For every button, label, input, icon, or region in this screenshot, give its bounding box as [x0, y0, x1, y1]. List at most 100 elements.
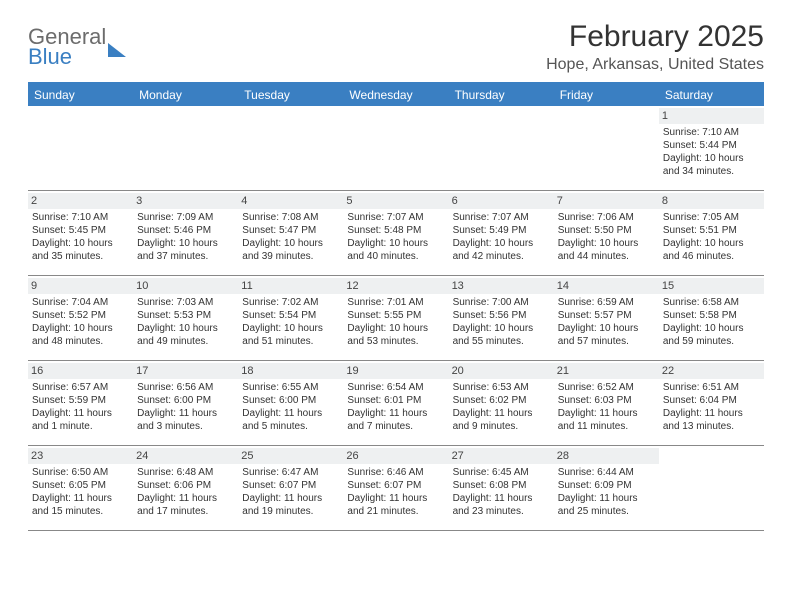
- weekday-header-row: Sunday Monday Tuesday Wednesday Thursday…: [28, 84, 764, 106]
- day-sunset: Sunset: 5:59 PM: [32, 394, 129, 407]
- day-number: 10: [133, 278, 238, 294]
- day-daylight: Daylight: 10 hours and 57 minutes.: [558, 322, 655, 348]
- weekday-header: Monday: [133, 84, 238, 106]
- day-info: Sunrise: 7:10 AMSunset: 5:44 PMDaylight:…: [663, 126, 760, 178]
- day-sunrise: Sunrise: 7:05 AM: [663, 211, 760, 224]
- calendar-day-cell: 5Sunrise: 7:07 AMSunset: 5:48 PMDaylight…: [343, 191, 448, 275]
- day-number: 15: [659, 278, 764, 294]
- day-sunrise: Sunrise: 6:44 AM: [558, 466, 655, 479]
- day-sunset: Sunset: 6:08 PM: [453, 479, 550, 492]
- day-number: 19: [343, 363, 448, 379]
- calendar-day-cell: 13Sunrise: 7:00 AMSunset: 5:56 PMDayligh…: [449, 276, 554, 360]
- day-info: Sunrise: 7:01 AMSunset: 5:55 PMDaylight:…: [347, 296, 444, 348]
- day-number: 13: [449, 278, 554, 294]
- calendar-day-cell: 8Sunrise: 7:05 AMSunset: 5:51 PMDaylight…: [659, 191, 764, 275]
- day-sunrise: Sunrise: 7:07 AM: [453, 211, 550, 224]
- day-sunrise: Sunrise: 6:48 AM: [137, 466, 234, 479]
- calendar-day-cell: 1 Sunrise: 7:10 AMSunset: 5:44 PMDaylight…: [659, 106, 764, 190]
- day-number: 24: [133, 448, 238, 464]
- day-sunrise: Sunrise: 7:09 AM: [137, 211, 234, 224]
- calendar-day-cell: [133, 106, 238, 190]
- calendar-day-cell: [238, 106, 343, 190]
- day-number: 26: [343, 448, 448, 464]
- calendar-day-cell: 19Sunrise: 6:54 AMSunset: 6:01 PMDayligh…: [343, 361, 448, 445]
- day-info: Sunrise: 7:07 AMSunset: 5:48 PMDaylight:…: [347, 211, 444, 263]
- day-sunset: Sunset: 5:52 PM: [32, 309, 129, 322]
- day-info: Sunrise: 6:59 AMSunset: 5:57 PMDaylight:…: [558, 296, 655, 348]
- day-sunset: Sunset: 6:01 PM: [347, 394, 444, 407]
- calendar-week-row: 16Sunrise: 6:57 AMSunset: 5:59 PMDayligh…: [28, 361, 764, 446]
- day-sunset: Sunset: 5:49 PM: [453, 224, 550, 237]
- day-daylight: Daylight: 11 hours and 5 minutes.: [242, 407, 339, 433]
- day-sunset: Sunset: 6:04 PM: [663, 394, 760, 407]
- day-sunrise: Sunrise: 6:46 AM: [347, 466, 444, 479]
- day-sunrise: Sunrise: 7:06 AM: [558, 211, 655, 224]
- brand-text: General Blue: [28, 26, 106, 68]
- day-info: Sunrise: 6:58 AMSunset: 5:58 PMDaylight:…: [663, 296, 760, 348]
- day-info: Sunrise: 7:10 AMSunset: 5:45 PMDaylight:…: [32, 211, 129, 263]
- weekday-header: Wednesday: [343, 84, 448, 106]
- weekday-header: Friday: [554, 84, 659, 106]
- day-sunrise: Sunrise: 6:52 AM: [558, 381, 655, 394]
- day-sunset: Sunset: 5:45 PM: [32, 224, 129, 237]
- calendar-day-cell: 15 Sunrise: 6:58 AMSunset: 5:58 PMDayligh…: [659, 276, 764, 360]
- calendar-week-row: 23Sunrise: 6:50 AMSunset: 6:05 PMDayligh…: [28, 446, 764, 531]
- day-daylight: Daylight: 10 hours and 48 minutes.: [32, 322, 129, 348]
- day-info: Sunrise: 7:05 AMSunset: 5:51 PMDaylight:…: [663, 211, 760, 263]
- day-daylight: Daylight: 10 hours and 46 minutes.: [663, 237, 760, 263]
- day-number: 27: [449, 448, 554, 464]
- day-sunset: Sunset: 5:48 PM: [347, 224, 444, 237]
- day-sunset: Sunset: 6:07 PM: [347, 479, 444, 492]
- day-number: 9: [28, 278, 133, 294]
- day-daylight: Daylight: 11 hours and 17 minutes.: [137, 492, 234, 518]
- calendar-day-cell: 27Sunrise: 6:45 AMSunset: 6:08 PMDayligh…: [449, 446, 554, 530]
- day-sunset: Sunset: 6:03 PM: [558, 394, 655, 407]
- day-daylight: Daylight: 11 hours and 7 minutes.: [347, 407, 444, 433]
- day-info: Sunrise: 7:02 AMSunset: 5:54 PMDaylight:…: [242, 296, 339, 348]
- calendar-day-cell: 3Sunrise: 7:09 AMSunset: 5:46 PMDaylight…: [133, 191, 238, 275]
- day-daylight: Daylight: 10 hours and 39 minutes.: [242, 237, 339, 263]
- calendar-day-cell: 10 Sunrise: 7:03 AMSunset: 5:53 PMDayligh…: [133, 276, 238, 360]
- calendar-day-cell: 14Sunrise: 6:59 AMSunset: 5:57 PMDayligh…: [554, 276, 659, 360]
- day-number: 7: [554, 193, 659, 209]
- day-daylight: Daylight: 10 hours and 59 minutes.: [663, 322, 760, 348]
- calendar-day-cell: 16Sunrise: 6:57 AMSunset: 5:59 PMDayligh…: [28, 361, 133, 445]
- day-info: Sunrise: 6:52 AMSunset: 6:03 PMDaylight:…: [558, 381, 655, 433]
- day-sunrise: Sunrise: 6:45 AM: [453, 466, 550, 479]
- day-sunset: Sunset: 5:51 PM: [663, 224, 760, 237]
- day-number: 6: [449, 193, 554, 209]
- day-number: 17: [133, 363, 238, 379]
- day-number: 22: [659, 363, 764, 379]
- calendar-day-cell: 2Sunrise: 7:10 AMSunset: 5:45 PMDaylight…: [28, 191, 133, 275]
- calendar-day-cell: 6 Sunrise: 7:07 AMSunset: 5:49 PMDaylight…: [449, 191, 554, 275]
- day-sunset: Sunset: 6:06 PM: [137, 479, 234, 492]
- day-daylight: Daylight: 11 hours and 13 minutes.: [663, 407, 760, 433]
- calendar-day-cell: 9Sunrise: 7:04 AMSunset: 5:52 PMDaylight…: [28, 276, 133, 360]
- weekday-header: Tuesday: [238, 84, 343, 106]
- day-daylight: Daylight: 11 hours and 19 minutes.: [242, 492, 339, 518]
- day-number: 21: [554, 363, 659, 379]
- location-subtitle: Hope, Arkansas, United States: [546, 56, 764, 74]
- calendar-week-row: 1 Sunrise: 7:10 AMSunset: 5:44 PMDaylight…: [28, 106, 764, 191]
- day-sunset: Sunset: 5:53 PM: [137, 309, 234, 322]
- day-info: Sunrise: 6:50 AMSunset: 6:05 PMDaylight:…: [32, 466, 129, 518]
- day-info: Sunrise: 6:47 AMSunset: 6:07 PMDaylight:…: [242, 466, 339, 518]
- calendar-page: General Blue February 2025 Hope, Arkansa…: [0, 0, 792, 551]
- day-sunset: Sunset: 5:54 PM: [242, 309, 339, 322]
- day-daylight: Daylight: 10 hours and 42 minutes.: [453, 237, 550, 263]
- day-number: 18: [238, 363, 343, 379]
- day-sunrise: Sunrise: 7:07 AM: [347, 211, 444, 224]
- day-daylight: Daylight: 10 hours and 37 minutes.: [137, 237, 234, 263]
- day-number: 1: [659, 108, 764, 124]
- calendar-day-cell: [659, 446, 764, 530]
- day-sunset: Sunset: 5:58 PM: [663, 309, 760, 322]
- month-title: February 2025: [546, 20, 764, 54]
- day-number: 20: [449, 363, 554, 379]
- day-sunset: Sunset: 6:09 PM: [558, 479, 655, 492]
- day-info: Sunrise: 7:03 AMSunset: 5:53 PMDaylight:…: [137, 296, 234, 348]
- calendar-day-cell: 17Sunrise: 6:56 AMSunset: 6:00 PMDayligh…: [133, 361, 238, 445]
- day-info: Sunrise: 7:06 AMSunset: 5:50 PMDaylight:…: [558, 211, 655, 263]
- weekday-header: Saturday: [659, 84, 764, 106]
- calendar-day-cell: 24 Sunrise: 6:48 AMSunset: 6:06 PMDayligh…: [133, 446, 238, 530]
- day-sunset: Sunset: 5:44 PM: [663, 139, 760, 152]
